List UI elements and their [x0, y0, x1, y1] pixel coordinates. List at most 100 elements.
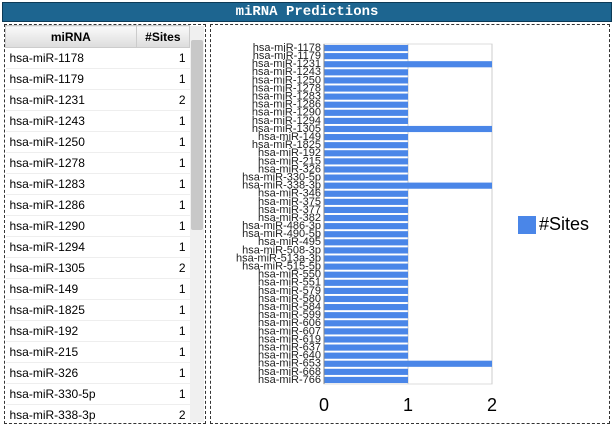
table-cell: hsa-miR-192 — [5, 320, 137, 342]
bar — [324, 206, 408, 214]
table-row: hsa-miR-215 1 — [5, 341, 190, 363]
table-row: hsa-miR-1305 2 — [5, 257, 190, 279]
chart: 0 1 2hsa-miR-1178hsa-miR-1179hsa-miR-1231h… — [236, 42, 589, 415]
title-bar: miRNA Predictions — [2, 2, 612, 22]
y-tick-label: hsa-miR-607 — [258, 325, 321, 337]
bar — [324, 125, 492, 133]
table-cell: 1 — [136, 341, 190, 363]
y-tick-label: hsa-miR-490-5p — [242, 228, 321, 240]
y-tick-label: hsa-miR-599 — [258, 309, 321, 321]
bar — [324, 85, 408, 92]
bar — [324, 93, 408, 100]
bar — [324, 344, 408, 351]
y-tick-label: hsa-miR-551 — [258, 277, 321, 289]
bar — [324, 182, 492, 189]
table-cell: hsa-miR-326 — [5, 362, 137, 384]
bar — [324, 174, 408, 181]
table-cell: hsa-miR-1278 — [5, 152, 137, 174]
table-cell: hsa-miR-1250 — [5, 131, 137, 153]
y-tick-label: hsa-miR-766 — [258, 374, 321, 386]
bar — [324, 360, 492, 367]
x-tick-label: 1 — [403, 395, 413, 415]
table-cell: 1 — [136, 152, 190, 174]
table-row: hsa-miR-1250 1 — [5, 131, 190, 153]
table-row: hsa-miR-330-5p 1 — [5, 383, 190, 405]
table-header: miRNA #Sites — [5, 25, 191, 48]
y-tick-label: hsa-miR-1178 — [253, 42, 321, 54]
table-cell: 1 — [136, 194, 190, 216]
table-cell: 1 — [136, 173, 190, 195]
scroll-thumb[interactable] — [191, 40, 203, 230]
table-cell: hsa-miR-1305 — [5, 257, 137, 279]
table-cell: hsa-miR-215 — [5, 341, 137, 363]
table-cell: hsa-miR-1178 — [5, 47, 137, 69]
table-row: hsa-miR-1178 1 — [5, 47, 190, 69]
table-cell: hsa-miR-1283 — [5, 173, 137, 195]
y-tick-label: hsa-miR-1294 — [252, 115, 321, 127]
bar — [324, 61, 492, 68]
y-tick-label: hsa-miR-495 — [258, 236, 321, 248]
y-tick-label: hsa-miR-486-3p — [242, 220, 321, 232]
y-tick-label: hsa-miR-375 — [258, 196, 321, 208]
table-cell: hsa-miR-1179 — [5, 68, 137, 90]
bar — [324, 101, 408, 108]
table-cell: hsa-miR-330-5p — [5, 383, 137, 405]
table-cell: hsa-miR-1294 — [5, 236, 137, 258]
bar — [324, 287, 408, 294]
table-row: hsa-miR-1825 1 — [5, 299, 190, 321]
table-row: hsa-miR-1231 2 — [5, 89, 190, 111]
table-cell: 1 — [136, 320, 190, 342]
y-tick-label: hsa-miR-1825 — [252, 139, 321, 151]
table-row: hsa-miR-1243 1 — [5, 110, 190, 132]
y-tick-label: hsa-miR-326 — [258, 163, 321, 175]
y-tick-label: hsa-miR-192 — [258, 147, 321, 159]
table-row: hsa-miR-1283 1 — [5, 173, 190, 195]
table-cell: 1 — [136, 215, 190, 237]
table-row: hsa-miR-1294 1 — [5, 236, 190, 258]
table-cell: 1 — [136, 110, 190, 132]
table-row: hsa-miR-338-3p 2 — [5, 404, 190, 423]
bar — [324, 336, 408, 343]
y-tick-label: hsa-miR-1283 — [252, 91, 321, 103]
bar — [324, 295, 408, 303]
y-tick-label: hsa-miR-1231 — [252, 58, 321, 70]
bar — [324, 239, 408, 246]
y-tick-label: hsa-miR-508-3p — [242, 244, 321, 256]
y-tick-label: hsa-miR-515-5p — [242, 261, 321, 273]
bar — [324, 150, 408, 157]
y-tick-label: hsa-miR-382 — [258, 212, 321, 224]
y-tick-label: hsa-miR-637 — [258, 341, 321, 353]
y-tick-label: hsa-miR-1278 — [252, 82, 321, 94]
table-row: hsa-miR-1290 1 — [5, 215, 190, 237]
y-tick-label: hsa-miR-215 — [258, 155, 321, 167]
y-tick-label: hsa-miR-579 — [258, 285, 321, 297]
bar — [324, 190, 408, 197]
legend-swatch — [518, 216, 536, 234]
table-cell: 2 — [136, 257, 190, 279]
table-row: hsa-miR-1278 1 — [5, 152, 190, 174]
y-tick-label: hsa-miR-580 — [258, 293, 321, 305]
y-tick-label: hsa-miR-640 — [258, 350, 321, 362]
legend-label: #Sites — [539, 214, 589, 234]
y-tick-label: hsa-miR-1250 — [252, 74, 321, 86]
column-header: #Sites — [135, 25, 191, 48]
chart-panel: 0 1 2 hsa-miR-1178 hsa-miR-1179 hsa-miR-1231 h… — [210, 24, 610, 424]
table-body: hsa-miR-1178 1 hsa-miR-1179 1 hsa-miR-1231 2 h… — [5, 47, 190, 423]
table-cell: hsa-miR-1243 — [5, 110, 137, 132]
table-cell: 1 — [136, 131, 190, 153]
bar — [324, 271, 408, 278]
table-row: hsa-miR-1179 1 — [5, 68, 190, 90]
bar — [324, 214, 408, 222]
scrollbar[interactable] — [190, 26, 204, 422]
table-cell: 1 — [136, 362, 190, 384]
y-tick-label: hsa-miR-619 — [258, 333, 321, 345]
table-cell: hsa-miR-1290 — [5, 215, 137, 237]
y-tick-label: hsa-miR-1179 — [253, 50, 321, 62]
bar — [324, 69, 408, 76]
bar — [324, 255, 408, 262]
bar — [324, 166, 408, 173]
y-tick-label: hsa-miR-377 — [258, 204, 321, 216]
y-tick-label: hsa-miR-550 — [258, 269, 321, 281]
table-cell: 1 — [136, 47, 190, 69]
bar — [324, 328, 408, 335]
